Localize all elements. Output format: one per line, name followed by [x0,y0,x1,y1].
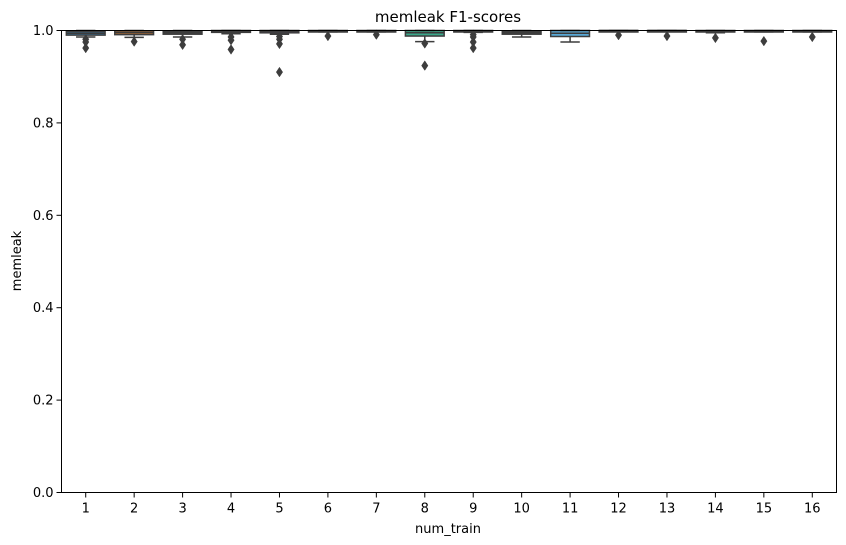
box-15 [743,29,784,47]
x-tick-label: 6 [324,502,332,517]
outlier-point [275,66,283,78]
outlier-point [324,30,332,42]
x-tick-label: 9 [469,502,477,517]
box-10 [501,29,542,38]
x-tick-label: 2 [130,502,138,517]
outlier-point [130,36,138,47]
x-tick-label: 4 [227,502,235,517]
x-axis-label: num_train [415,522,481,537]
box-13 [646,29,688,42]
x-tick-label: 5 [275,502,283,517]
y-tick-label: 1.0 [33,24,54,39]
box-9 [453,29,494,54]
outlier-point [615,29,623,41]
box-12 [598,29,639,41]
x-tick-label: 1 [82,502,90,517]
y-tick-label: 0.0 [33,486,54,501]
y-tick-label: 0.2 [33,394,54,409]
outlier-point [372,29,380,40]
x-tick-label: 15 [756,502,773,517]
x-tick-label: 7 [372,502,380,517]
outlier-point [469,42,477,54]
x-tick-label: 16 [804,502,821,517]
box-5 [259,29,300,78]
box-14 [695,29,736,44]
outlier-point [711,32,719,44]
outlier-point [421,38,429,49]
plot-area [65,29,833,78]
box-7 [356,29,397,40]
box-6 [307,29,349,42]
x-tick-label: 11 [562,502,579,517]
outlier-point [808,31,816,43]
chart-title: memleak F1-scores [375,8,521,26]
outlier-point [760,35,768,47]
box-16 [792,29,833,43]
y-tick-label: 0.6 [33,209,54,224]
box-11 [549,29,591,43]
outlier-point [179,39,187,51]
outlier-point [663,30,671,42]
box-3 [162,29,203,51]
y-tick-label: 0.8 [33,116,54,131]
x-tick-label: 8 [421,502,429,517]
outlier-point [421,60,429,71]
x-tick-label: 13 [659,502,676,517]
y-axis: 0.0 0.2 0.4 0.6 0.8 1.0 [33,24,62,501]
x-tick-label: 10 [513,502,530,517]
x-tick-label: 14 [707,502,724,517]
box-8 [404,29,445,71]
y-axis-label: memleak [10,230,25,291]
y-tick-label: 0.4 [33,301,54,316]
outlier-point [227,44,235,55]
outlier-point [275,38,283,50]
x-tick-label: 12 [610,502,627,517]
box-2 [114,29,155,47]
box-4 [210,29,252,55]
x-axis: 1 2 3 4 5 6 7 8 9 10 11 12 13 14 15 16 [82,492,821,517]
outlier-point [82,42,90,54]
x-tick-label: 3 [178,502,186,517]
box-1 [65,29,106,54]
plot-frame [61,30,837,493]
